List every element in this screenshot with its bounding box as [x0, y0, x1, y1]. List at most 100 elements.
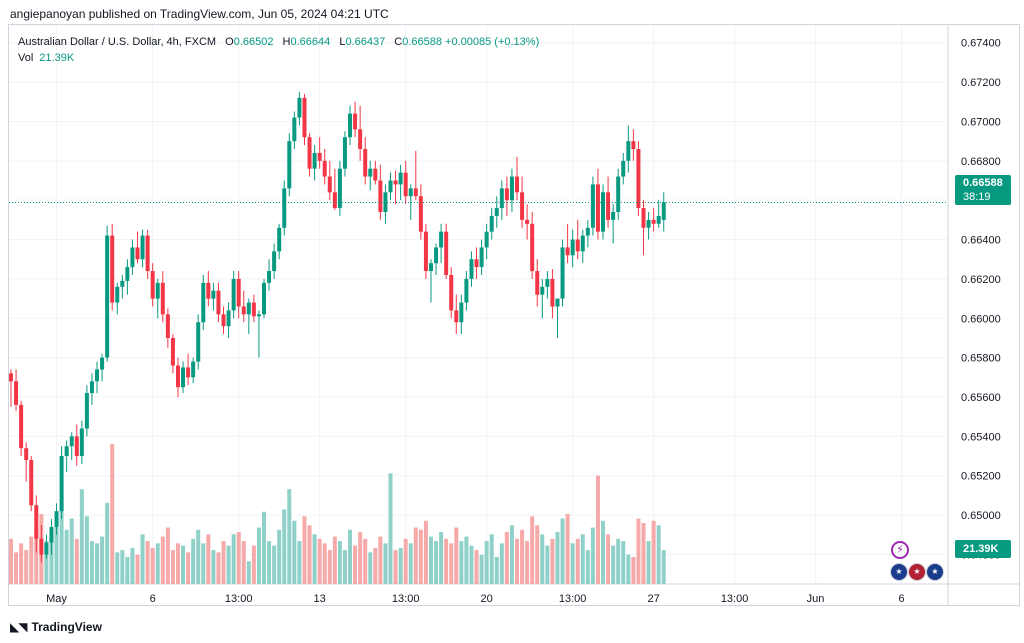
volume-bar: [580, 534, 585, 584]
candle-body: [383, 192, 388, 212]
candle-body: [565, 247, 570, 256]
volume-bar: [398, 547, 403, 584]
volume-bar: [110, 444, 115, 584]
volume-bar: [595, 475, 600, 584]
aud-flag-icon[interactable]: ★: [926, 563, 944, 581]
volume-bar: [120, 550, 125, 584]
price-tick-label: 0.67400: [961, 38, 1001, 50]
candle-body: [489, 215, 494, 232]
volume-bar: [383, 543, 388, 584]
candle-body: [494, 208, 499, 216]
volume-bar: [226, 545, 231, 584]
time-axis: May 6 13:00 13 13:00 20 13:00 27 13:00 Jun 6: [46, 593, 904, 605]
price-tick-label: 0.65000: [961, 510, 1001, 522]
candle-body: [520, 192, 525, 220]
volume-bar: [322, 543, 327, 584]
candle-body: [626, 141, 631, 161]
candle-body: [287, 141, 292, 189]
volume-bar: [201, 543, 206, 584]
candle-body: [297, 97, 302, 118]
volume-bar: [393, 550, 398, 584]
time-tick-label: 13:00: [392, 593, 420, 605]
volume-bar: [474, 550, 479, 584]
candle-body: [221, 314, 226, 327]
volume-bar: [555, 532, 560, 584]
volume-badge: 21.39K: [955, 540, 1011, 558]
close-value: 0.66588: [402, 36, 442, 48]
candle-body: [34, 505, 39, 539]
candle-body: [348, 113, 353, 138]
aud-flag-icon[interactable]: ★: [890, 563, 908, 581]
volume-bar: [64, 529, 69, 584]
candle-body: [115, 286, 120, 303]
volume-bar: [211, 550, 216, 584]
volume-bar: [54, 523, 59, 584]
time-tick-label: 6: [898, 593, 904, 605]
volume-bar: [641, 523, 646, 584]
candle-body: [530, 223, 535, 272]
candle-body: [170, 337, 175, 366]
price-tick-label: 0.65800: [961, 353, 1001, 365]
volume-bar: [585, 550, 590, 584]
flash-icon[interactable]: ⚡: [891, 541, 909, 559]
high-label: H: [282, 36, 291, 48]
candle-body: [165, 314, 170, 338]
volume-bar: [363, 538, 368, 584]
usd-flag-icon[interactable]: ★: [908, 563, 926, 581]
chart-legend: Australian Dollar / U.S. Dollar, 4h, FXC…: [18, 34, 539, 66]
brand-footer[interactable]: ◣◥ TradingView: [10, 620, 102, 634]
chart-frame: [8, 24, 1020, 606]
volume-bar: [413, 527, 418, 584]
candle-body: [423, 231, 428, 272]
volume-bar: [74, 538, 79, 584]
volume-bar: [459, 541, 464, 584]
candle-body: [474, 259, 479, 268]
volume-bar: [494, 556, 499, 584]
volume-bar: [469, 545, 474, 584]
volume-bar: [616, 538, 621, 584]
candle-body: [246, 302, 251, 315]
candle-body: [641, 208, 646, 228]
volume-bar: [651, 520, 656, 584]
candle-body: [499, 188, 504, 209]
time-tick-label: Jun: [807, 593, 825, 605]
volume-bar: [590, 527, 595, 584]
volume-bar: [464, 536, 469, 584]
candle-body: [150, 271, 155, 299]
candle-body: [418, 196, 423, 232]
candle-body: [292, 117, 297, 142]
candle-body: [439, 231, 444, 248]
volume-bar: [489, 534, 494, 584]
close-label: C: [394, 36, 403, 48]
candle-body: [206, 282, 211, 299]
candle-body: [611, 211, 616, 220]
time-tick-label: 13:00: [721, 593, 749, 605]
tradingview-logo-icon: ◣◥: [10, 620, 27, 634]
candle-body: [69, 436, 74, 447]
open-label: O: [225, 36, 234, 48]
brand-name: TradingView: [31, 620, 102, 634]
candle-body: [79, 428, 84, 457]
price-tick-label: 0.65600: [961, 392, 1001, 404]
candle-body: [44, 542, 49, 555]
change-value: +0.00085 (+0.13%): [445, 36, 540, 48]
volume-bar: [231, 534, 236, 584]
candle-body: [256, 314, 261, 317]
time-tick-label: 27: [647, 593, 659, 605]
candle-body: [585, 227, 590, 236]
candle-body: [29, 459, 34, 506]
candle-body: [606, 192, 611, 220]
volume-bar: [287, 489, 292, 584]
volume-bar: [337, 541, 342, 584]
candle-body: [181, 367, 186, 388]
candle-body: [9, 373, 13, 382]
candle-body: [444, 231, 449, 275]
volume-bar: [515, 538, 519, 584]
candle-body: [342, 137, 347, 169]
candle-body: [464, 278, 469, 303]
candle-body: [24, 448, 29, 460]
last-price-badge: 0.66588 38:19: [955, 175, 1011, 205]
candle-body: [484, 231, 489, 248]
volume-bar: [484, 541, 489, 584]
